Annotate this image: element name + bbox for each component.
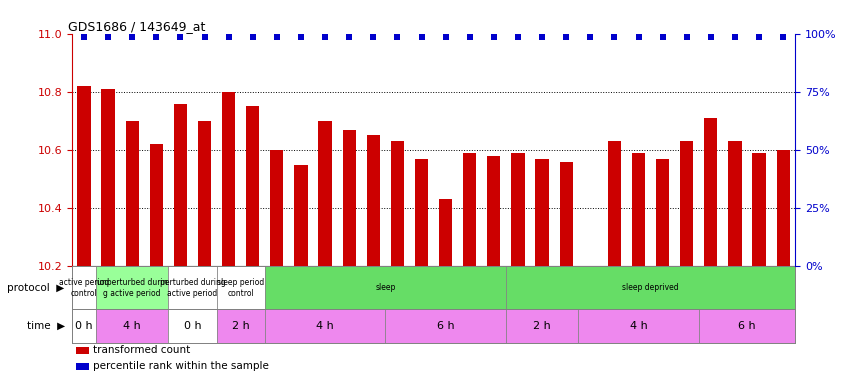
- Text: 6 h: 6 h: [437, 321, 454, 331]
- Bar: [728, 141, 742, 266]
- Point: [173, 34, 187, 40]
- Bar: [632, 153, 645, 266]
- Bar: [72, 309, 96, 343]
- Text: 4 h: 4 h: [316, 321, 334, 331]
- Bar: [72, 266, 96, 309]
- Bar: [150, 144, 163, 266]
- Bar: [439, 200, 453, 266]
- Bar: [506, 266, 795, 309]
- Point: [246, 34, 260, 40]
- Point: [728, 34, 742, 40]
- Bar: [265, 266, 506, 309]
- Bar: [198, 121, 212, 266]
- Point: [77, 34, 91, 40]
- Bar: [511, 153, 525, 266]
- Point: [150, 34, 163, 40]
- Bar: [699, 309, 795, 343]
- Text: 2 h: 2 h: [533, 321, 551, 331]
- Point: [318, 34, 332, 40]
- Bar: [125, 121, 139, 266]
- Point: [415, 34, 428, 40]
- Point: [511, 34, 525, 40]
- Text: percentile rank within the sample: percentile rank within the sample: [93, 362, 269, 371]
- Point: [632, 34, 645, 40]
- Text: 6 h: 6 h: [739, 321, 755, 331]
- Point: [607, 34, 621, 40]
- Bar: [217, 309, 265, 343]
- Bar: [536, 159, 549, 266]
- Point: [270, 34, 283, 40]
- Bar: [76, 347, 89, 354]
- Point: [536, 34, 549, 40]
- Text: 0 h: 0 h: [75, 321, 93, 331]
- Bar: [96, 309, 168, 343]
- Point: [439, 34, 453, 40]
- Point: [559, 34, 573, 40]
- Text: 4 h: 4 h: [629, 321, 647, 331]
- Bar: [578, 309, 699, 343]
- Point: [487, 34, 501, 40]
- Text: sleep: sleep: [375, 284, 396, 292]
- Point: [656, 34, 669, 40]
- Bar: [559, 162, 573, 266]
- Point: [680, 34, 694, 40]
- Bar: [391, 141, 404, 266]
- Text: time  ▶: time ▶: [26, 321, 64, 331]
- Bar: [385, 309, 506, 343]
- Bar: [77, 86, 91, 266]
- Bar: [96, 266, 168, 309]
- Bar: [366, 135, 380, 266]
- Bar: [318, 121, 332, 266]
- Bar: [217, 266, 265, 309]
- Point: [704, 34, 717, 40]
- Point: [198, 34, 212, 40]
- Point: [463, 34, 476, 40]
- Text: perturbed during
active period: perturbed during active period: [160, 278, 225, 297]
- Bar: [704, 118, 717, 266]
- Text: transformed count: transformed count: [93, 345, 190, 355]
- Point: [294, 34, 308, 40]
- Text: 0 h: 0 h: [184, 321, 201, 331]
- Bar: [506, 309, 578, 343]
- Point: [102, 34, 115, 40]
- Bar: [270, 150, 283, 266]
- Bar: [168, 309, 217, 343]
- Point: [584, 34, 597, 40]
- Bar: [294, 165, 308, 266]
- Point: [125, 34, 139, 40]
- Point: [222, 34, 235, 40]
- Bar: [173, 104, 187, 266]
- Text: sleep period
control: sleep period control: [217, 278, 264, 297]
- Text: 4 h: 4 h: [124, 321, 141, 331]
- Bar: [656, 159, 669, 266]
- Bar: [343, 130, 356, 266]
- Bar: [222, 92, 235, 266]
- Bar: [752, 153, 766, 266]
- Bar: [76, 363, 89, 370]
- Bar: [463, 153, 476, 266]
- Text: GDS1686 / 143649_at: GDS1686 / 143649_at: [69, 20, 206, 33]
- Point: [777, 34, 790, 40]
- Bar: [168, 266, 217, 309]
- Bar: [487, 156, 501, 266]
- Bar: [102, 89, 115, 266]
- Bar: [246, 106, 260, 266]
- Bar: [777, 150, 790, 266]
- Point: [366, 34, 380, 40]
- Point: [752, 34, 766, 40]
- Point: [391, 34, 404, 40]
- Bar: [607, 141, 621, 266]
- Bar: [265, 309, 385, 343]
- Text: sleep deprived: sleep deprived: [623, 284, 678, 292]
- Point: [343, 34, 356, 40]
- Text: 2 h: 2 h: [232, 321, 250, 331]
- Text: unperturbed durin
g active period: unperturbed durin g active period: [97, 278, 168, 297]
- Text: active period
control: active period control: [59, 278, 109, 297]
- Text: protocol  ▶: protocol ▶: [8, 283, 64, 293]
- Bar: [415, 159, 428, 266]
- Bar: [680, 141, 694, 266]
